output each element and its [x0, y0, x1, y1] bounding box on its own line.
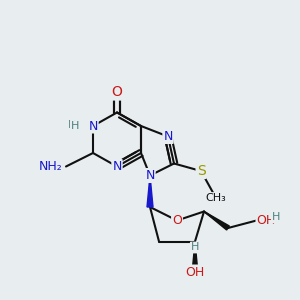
Text: O: O — [172, 214, 182, 227]
Text: N: N — [88, 119, 98, 133]
Text: OH: OH — [256, 214, 276, 227]
Text: H: H — [68, 119, 76, 130]
Text: OH: OH — [185, 266, 205, 278]
Text: N: N — [145, 169, 155, 182]
Polygon shape — [204, 212, 230, 230]
Text: N: N — [112, 160, 122, 173]
Polygon shape — [147, 176, 153, 207]
Text: NH₂: NH₂ — [39, 160, 63, 173]
Text: O: O — [112, 85, 122, 100]
Text: CH₃: CH₃ — [206, 193, 226, 203]
Text: S: S — [196, 164, 206, 178]
Text: H: H — [272, 212, 280, 223]
Text: N: N — [163, 130, 173, 143]
Text: H: H — [71, 121, 79, 131]
Polygon shape — [193, 242, 197, 267]
Text: H: H — [191, 242, 199, 253]
